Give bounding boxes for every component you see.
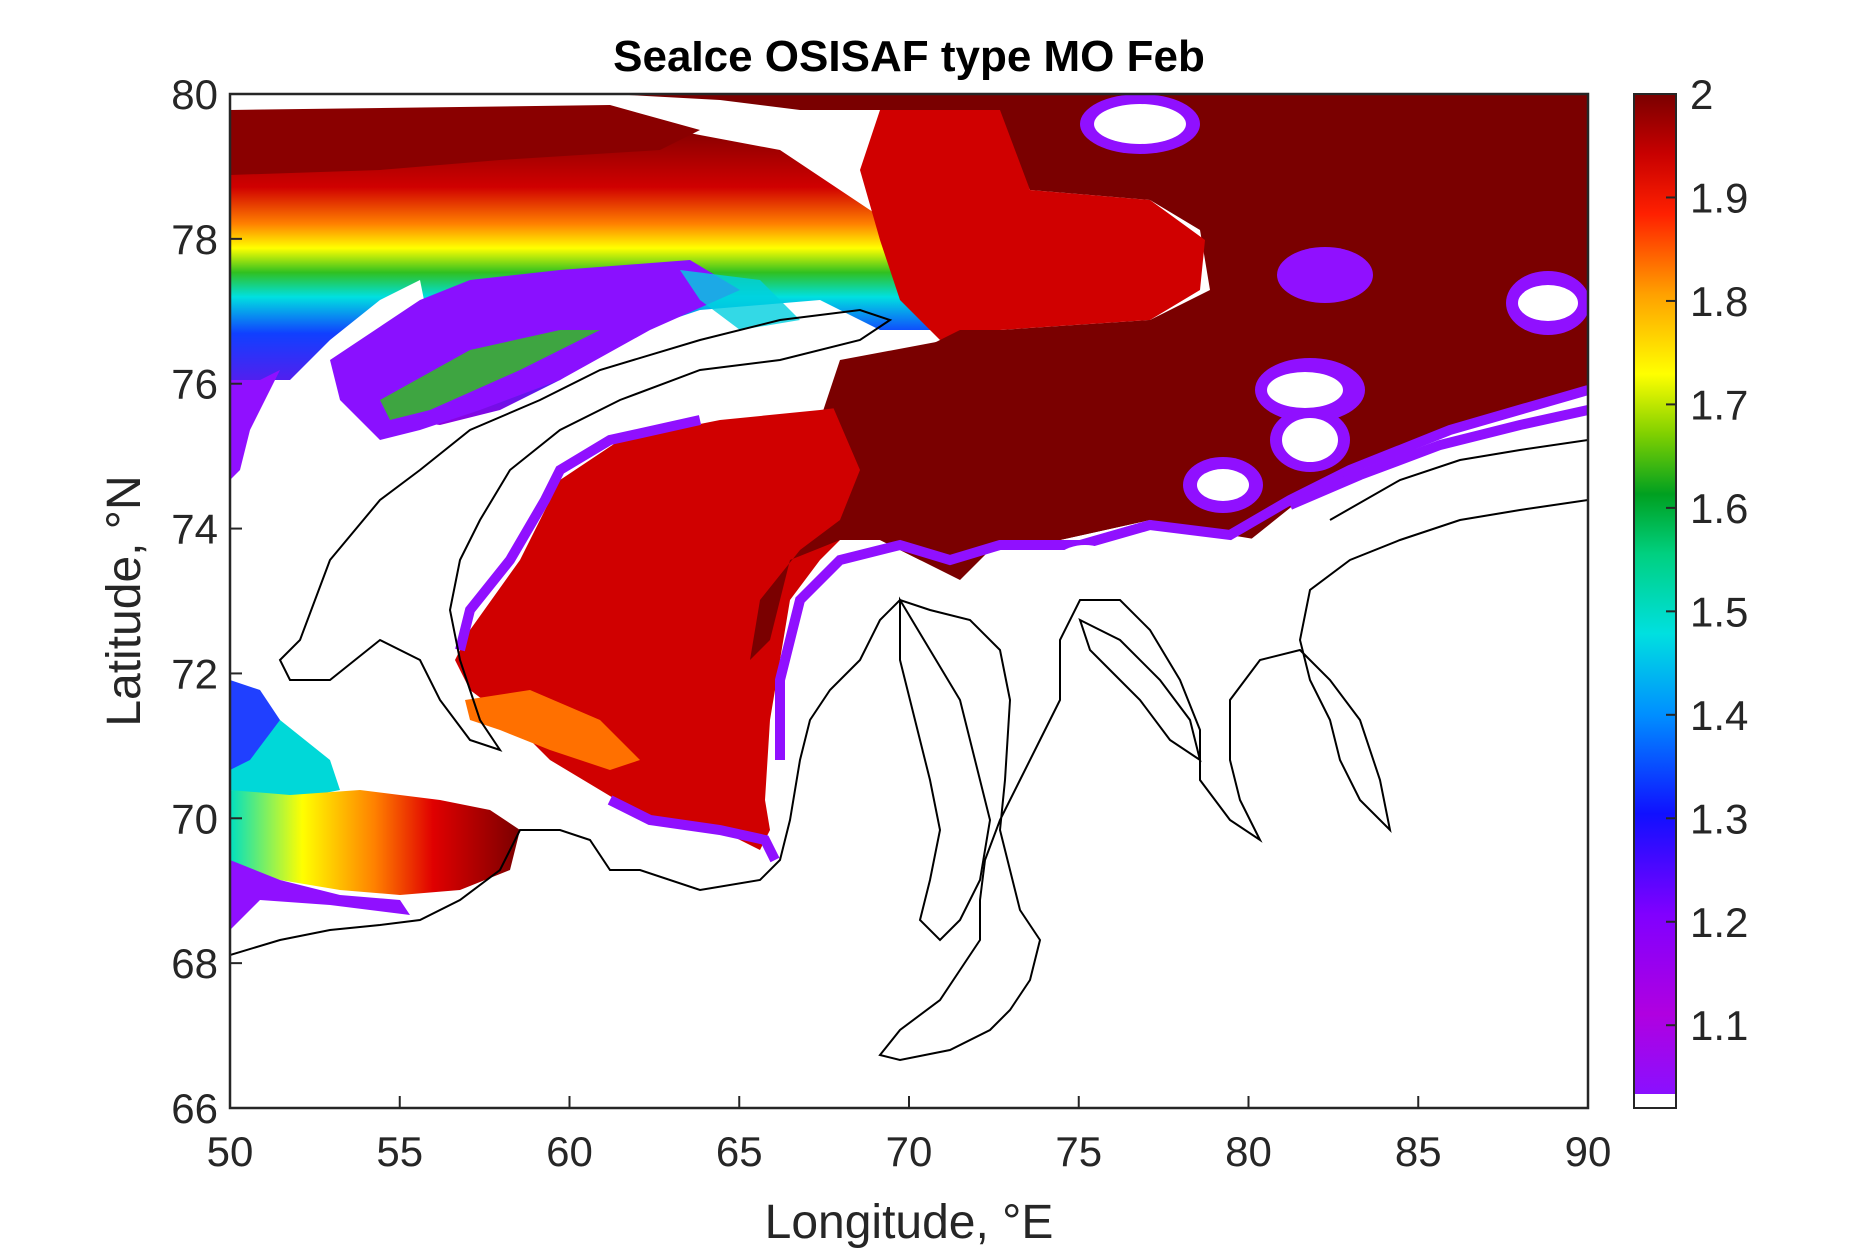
pechora-purple-edge (230, 860, 410, 930)
x-tick-label: 70 (886, 1128, 933, 1175)
kara-west-fringe (455, 415, 702, 652)
colorbar-tick-label: 1.1 (1690, 1002, 1748, 1049)
colorbar-tick-label: 1.5 (1690, 588, 1748, 635)
colorbar: 2 1.9 1.8 1.7 1.6 1.5 1.4 1.3 1.2 1.1 (1633, 71, 1748, 1109)
y-tick-label: 68 (171, 940, 218, 987)
y-tick-label: 72 (171, 650, 218, 697)
colorbar-ticks: 2 1.9 1.8 1.7 1.6 1.5 1.4 1.3 1.2 1.1 (1666, 71, 1748, 1049)
colorbar-tick-label: 2 (1690, 71, 1713, 118)
kara-east-fringe (775, 385, 1588, 760)
x-axis-label: Longitude, °E (765, 1196, 1054, 1249)
colorbar-tick-label: 1.2 (1690, 899, 1748, 946)
y-tick-label: 78 (171, 216, 218, 263)
island-holes (1045, 94, 1588, 615)
mainland-coast-outline (230, 499, 1588, 1062)
colorbar-tick-label: 1.4 (1690, 692, 1748, 739)
y-tick-label: 66 (171, 1085, 218, 1132)
pechora-west-blue (230, 680, 280, 770)
x-tick-label: 80 (1225, 1128, 1272, 1175)
colorbar-tick-label: 1.6 (1690, 485, 1748, 532)
y-tick-label: 76 (171, 361, 218, 408)
y-axis: 80 78 76 74 72 70 68 66 (171, 71, 242, 1132)
kara-east-dark (750, 320, 1260, 660)
y-tick-label: 70 (171, 795, 218, 842)
colorbar-nodata-swatch (1634, 1094, 1676, 1108)
north-edge-dark (230, 105, 700, 175)
gydan-outline (1078, 618, 1202, 763)
barents-west-purple (230, 370, 280, 480)
x-tick-label: 90 (1565, 1128, 1612, 1175)
novaya-zemlya-outline (278, 308, 893, 752)
kara-north-red (860, 110, 1205, 340)
pechora-sea-band (230, 790, 520, 895)
colorbar-tick-label: 1.9 (1690, 174, 1748, 221)
taymyr-fringe (1288, 405, 1588, 510)
x-tick-label: 55 (376, 1128, 423, 1175)
north-east-coast-white (1250, 405, 1588, 1108)
x-tick-label: 75 (1055, 1128, 1102, 1175)
kara-south-fringe (607, 795, 780, 863)
x-tick-label: 60 (546, 1128, 593, 1175)
kara-south-orange (465, 690, 640, 770)
taymyr-coast-outline (1329, 439, 1588, 521)
x-tick-label: 85 (1395, 1128, 1442, 1175)
coastline (230, 308, 1588, 1062)
chart-title: SeaIce OSISAF type MO Feb (613, 32, 1205, 81)
colorbar-gradient (1634, 94, 1676, 1094)
colorbar-tick-label: 1.7 (1690, 381, 1748, 428)
y-tick-label: 74 (171, 506, 218, 553)
colorbar-frame (1633, 93, 1677, 1109)
x-axis: 50 55 60 65 70 75 80 85 90 (207, 1096, 1612, 1175)
y-tick-label: 80 (171, 71, 218, 118)
x-tick-label: 65 (716, 1128, 763, 1175)
x-tick-label: 50 (207, 1128, 254, 1175)
barents-cyan-streak (680, 270, 800, 330)
barents-green-streak (380, 330, 600, 420)
colorbar-tick-label: 1.8 (1690, 278, 1748, 325)
sea-ice-field (230, 94, 1588, 1108)
colorbar-tick-label: 1.3 (1690, 795, 1748, 842)
y-axis-label: Latitude, °N (98, 475, 151, 726)
yamal-outline (899, 596, 992, 942)
